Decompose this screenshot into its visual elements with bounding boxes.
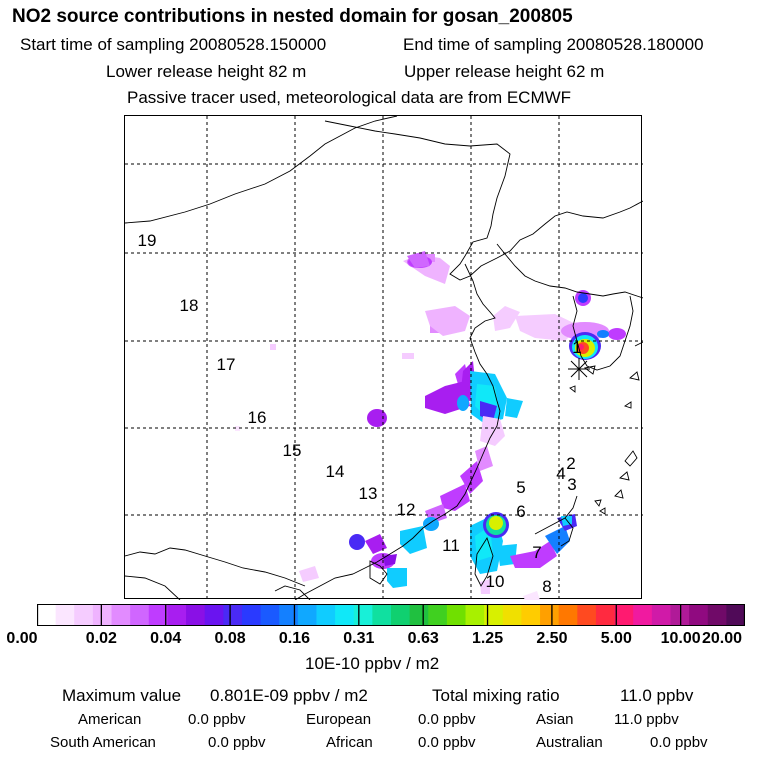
colorbar-tick-label: 0.02	[85, 630, 117, 647]
colorbar-swatch	[726, 604, 746, 626]
region-label: 15	[282, 441, 302, 460]
region-label: 3	[567, 475, 577, 494]
american-label: American	[78, 711, 142, 728]
colorbar-swatch	[372, 604, 392, 626]
map-canvas	[125, 116, 643, 600]
region-label: 16	[247, 408, 267, 427]
african-value: 0.0 ppbv	[418, 734, 476, 751]
european-value: 0.0 ppbv	[418, 711, 476, 728]
region-label: 8	[542, 577, 552, 596]
colorbar-swatch	[502, 604, 523, 626]
colorbar-swatch	[521, 604, 541, 626]
colorbar-swatch	[55, 604, 75, 626]
colorbar-swatch	[223, 604, 243, 626]
region-label: 2	[566, 454, 576, 473]
colorbar-swatch	[111, 604, 131, 626]
region-label: 12	[396, 500, 416, 519]
colorbar-tick-label: 2.50	[536, 630, 568, 647]
sampling-start-label: Start time of sampling 20080528.150000	[20, 35, 327, 54]
region-label: 13	[358, 484, 378, 503]
colorbar-tick-label: 0.63	[407, 630, 439, 647]
asterisk-icon	[568, 358, 590, 380]
colorbar-tick-label: 20.00	[701, 630, 743, 647]
colorbar-swatch	[465, 604, 485, 626]
colorbar-swatch	[130, 604, 150, 626]
african-label: African	[326, 734, 373, 751]
colorbar-swatch	[260, 604, 280, 626]
colorbar-swatch	[353, 604, 373, 626]
colorbar-tick-label: 10.00	[660, 630, 701, 647]
colorbar-swatch	[92, 604, 113, 626]
max-value: 0.801E-09 ppbv / m2	[210, 686, 368, 705]
australian-label: Australian	[536, 734, 603, 751]
plume-layer	[235, 251, 626, 600]
region-label: 5	[516, 478, 526, 497]
region-label: 1	[572, 338, 582, 357]
total-mixing-value: 11.0 ppbv	[620, 686, 694, 705]
region-label: 6	[516, 502, 526, 521]
map-panel: 1 2 3 4 5 6 7 8 10 11 12 13 14 15 16 17 …	[124, 115, 643, 600]
colorbar-swatch	[74, 604, 94, 626]
graticule	[125, 116, 643, 600]
colorbar-swatch	[391, 604, 411, 626]
colorbar-swatch	[148, 604, 169, 626]
colorbar-tick-label: 1.25	[471, 630, 504, 647]
colorbar-svg	[36, 604, 746, 626]
region-label: 4	[556, 464, 566, 483]
asian-label: Asian	[536, 711, 574, 728]
upper-release-height-label: Upper release height 62 m	[404, 62, 605, 81]
region-label: 17	[216, 355, 236, 374]
region-label: 18	[179, 296, 199, 315]
colorbar-swatch	[633, 604, 653, 626]
colorbar-swatch	[297, 604, 318, 626]
max-value-label: Maximum value	[62, 686, 182, 705]
colorbar-swatch	[204, 604, 224, 626]
colorbar-swatch	[558, 604, 578, 626]
colorbar-swatch	[186, 604, 206, 626]
colorbar-tick-label: 0.31	[343, 630, 375, 647]
sampling-end-label: End time of sampling 20080528.180000	[403, 35, 704, 54]
colorbar-swatch	[540, 604, 560, 626]
total-mixing-label: Total mixing ratio	[432, 686, 560, 705]
lower-release-height-label: Lower release height 82 m	[106, 62, 307, 81]
colorbar-swatch	[37, 604, 57, 626]
colorbar-swatch	[651, 604, 672, 626]
south-american-value: 0.0 ppbv	[208, 734, 266, 751]
colorbar-swatch	[335, 604, 355, 626]
tracer-note: Passive tracer used, meteorological data…	[127, 88, 572, 107]
figure-title: NO2 source contributions in nested domai…	[12, 6, 573, 27]
colorbar-tick-label: 0.08	[214, 630, 246, 647]
colorbar-tick-label: 0.16	[278, 630, 311, 647]
colorbar-tick-label: 0.00	[6, 630, 38, 647]
american-value: 0.0 ppbv	[188, 711, 246, 728]
colorbar-tick-label: 5.00	[600, 630, 632, 647]
colorbar-border	[37, 604, 745, 626]
colorbar	[36, 604, 746, 626]
colorbar-swatch	[316, 604, 336, 626]
colorbar-swatch	[595, 604, 616, 626]
colorbar-swatch	[428, 604, 448, 626]
colorbar-swatch	[577, 604, 597, 626]
colorbar-swatch	[279, 604, 299, 626]
colorbar-swatch	[409, 604, 429, 626]
colorbar-swatch	[446, 604, 467, 626]
australian-value: 0.0 ppbv	[650, 734, 708, 751]
colorbar-swatch	[167, 604, 187, 626]
region-label: 11	[442, 536, 460, 555]
colorbar-swatch	[689, 604, 709, 626]
region-label: 7	[532, 543, 542, 562]
south-american-label: South American	[50, 734, 156, 751]
colorbar-tick-label: 0.04	[150, 630, 182, 647]
colorbar-unit: 10E-10 ppbv / m2	[305, 654, 440, 673]
region-label: 14	[325, 462, 345, 481]
coastline-layer	[125, 116, 643, 600]
colorbar-swatch	[614, 604, 634, 626]
colorbar-swatch	[707, 604, 727, 626]
region-label: 19	[137, 231, 157, 250]
colorbar-swatch	[241, 604, 262, 626]
region-label: 10	[485, 572, 505, 591]
asian-value: 11.0 ppbv	[614, 711, 679, 728]
european-label: European	[306, 711, 372, 728]
colorbar-swatch	[484, 604, 504, 626]
